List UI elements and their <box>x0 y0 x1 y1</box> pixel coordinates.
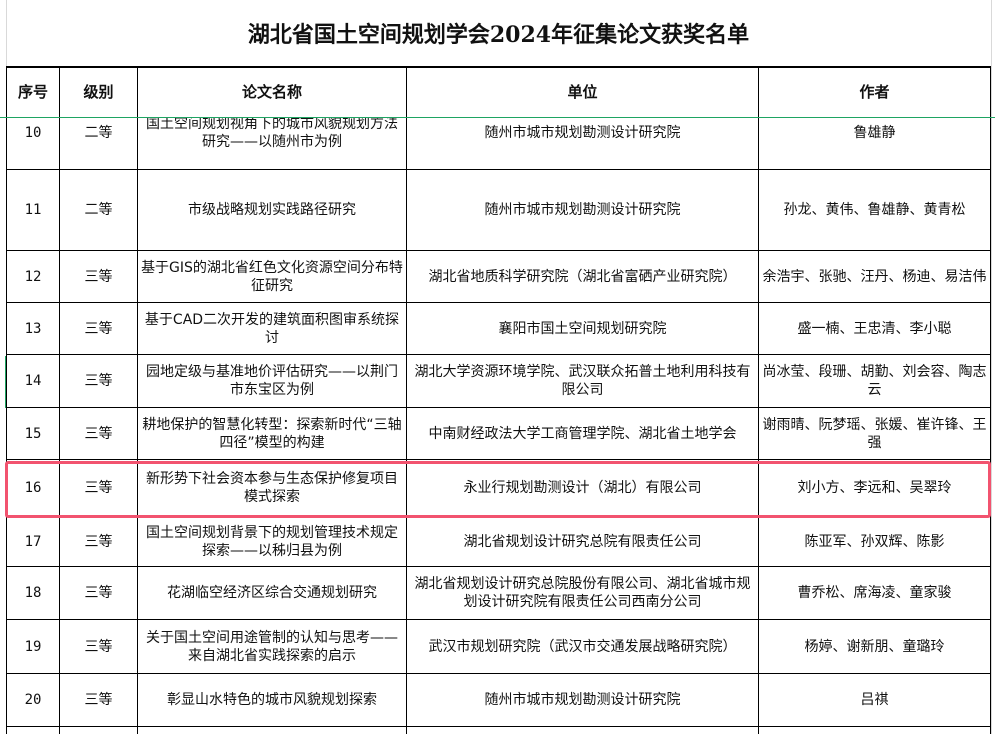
empty-cell[interactable] <box>6 727 60 734</box>
cell-unit[interactable]: 随州市城市规划勘测设计研究院 <box>407 170 759 250</box>
header-paper[interactable]: 论文名称 <box>138 66 407 117</box>
sheet-title: 湖北省国土空间规划学会2024年征集论文获奖名单 <box>6 0 991 68</box>
cell-unit[interactable]: 随州市城市规划勘测设计研究院 <box>407 674 759 726</box>
cell-level[interactable]: 三等 <box>60 303 138 354</box>
gridline <box>991 0 995 734</box>
cell-paper[interactable]: 彰显山水特色的城市风貌规划探索 <box>138 674 407 726</box>
table-row: 19 三等 关于国土空间用途管制的认知与思考——来自湖北省实践探索的启示 武汉市规划研… <box>6 620 991 674</box>
cell-paper[interactable]: 关于国土空间用途管制的认知与思考——来自湖北省实践探索的启示 <box>138 620 407 673</box>
cell-unit[interactable]: 武汉市规划研究院（武汉市交通发展战略研究院） <box>407 620 759 673</box>
cell-author[interactable]: 陈亚军、孙双辉、陈影 <box>759 517 991 566</box>
cell-author[interactable]: 曹乔松、席海凌、童家骏 <box>759 567 991 619</box>
cell-level[interactable]: 三等 <box>60 674 138 726</box>
cell-level[interactable]: 二等 <box>60 117 138 169</box>
cell-level[interactable]: 三等 <box>60 408 138 459</box>
header-level[interactable]: 级别 <box>60 66 138 117</box>
cell-unit[interactable]: 湖北省规划设计研究总院股份有限公司、湖北省城市规划设计研究院有限责任公司西南分公… <box>407 567 759 619</box>
cell-unit[interactable]: 湖北省地质科学研究院（湖北省富硒产业研究院） <box>407 251 759 302</box>
cell-no[interactable]: 16 <box>6 460 60 516</box>
header-unit[interactable]: 单位 <box>407 66 759 117</box>
header-no[interactable]: 序号 <box>6 66 60 117</box>
table-body: 10 二等 国土空间规划视角下的城市风貌规划方法研究——以随州市为例 随州市城市规划勘… <box>0 117 995 734</box>
empty-cell[interactable] <box>60 727 138 734</box>
cell-paper[interactable]: 园地定级与基准地价评估研究——以荆门市东宝区为例 <box>138 355 407 407</box>
cell-unit[interactable]: 中南财经政法大学工商管理学院、湖北省土地学会 <box>407 408 759 459</box>
cell-unit[interactable]: 永业行规划勘测设计（湖北）有限公司 <box>407 460 759 516</box>
cell-author[interactable]: 余浩宇、张驰、汪丹、杨迪、易洁伟 <box>759 251 991 302</box>
cell-no[interactable]: 14 <box>6 355 60 407</box>
empty-cell[interactable] <box>759 727 991 734</box>
cell-no[interactable]: 10 <box>6 117 60 169</box>
table-row: 15 三等 耕地保护的智慧化转型：探索新时代“三轴四径”模型的构建 中南财经政法大学工… <box>6 408 991 460</box>
cell-level[interactable]: 三等 <box>60 251 138 302</box>
cell-level[interactable]: 三等 <box>60 517 138 566</box>
table-row <box>6 727 991 734</box>
cell-level[interactable]: 二等 <box>60 170 138 250</box>
cell-paper[interactable]: 基于CAD二次开发的建筑面积图审系统探讨 <box>138 303 407 354</box>
cell-author[interactable]: 刘小方、李远和、吴翠玲 <box>759 460 991 516</box>
cell-level[interactable]: 三等 <box>60 620 138 673</box>
cell-no[interactable]: 12 <box>6 251 60 302</box>
cell-unit[interactable]: 襄阳市国土空间规划研究院 <box>407 303 759 354</box>
table-row: 16 三等 新形势下社会资本参与生态保护修复项目模式探索 永业行规划勘测设计（湖北）有… <box>6 460 991 517</box>
header-row: 序号 级别 论文名称 单位 作者 <box>6 66 991 118</box>
cell-author[interactable]: 盛一楠、王忠清、李小聪 <box>759 303 991 354</box>
cell-author[interactable]: 吕祺 <box>759 674 991 726</box>
table-row: 14 三等 园地定级与基准地价评估研究——以荆门市东宝区为例 湖北大学资源环境学院、武… <box>6 355 991 408</box>
cell-no[interactable]: 11 <box>6 170 60 250</box>
table-row: 13 三等 基于CAD二次开发的建筑面积图审系统探讨 襄阳市国土空间规划研究院 盛一楠、… <box>6 303 991 355</box>
cell-author[interactable]: 尚冰莹、段珊、胡勤、刘会容、陶志云 <box>759 355 991 407</box>
cell-no[interactable]: 15 <box>6 408 60 459</box>
empty-cell[interactable] <box>138 727 407 734</box>
cell-no[interactable]: 13 <box>6 303 60 354</box>
table-row: 12 三等 基于GIS的湖北省红色文化资源空间分布特征研究 湖北省地质科学研究院（湖北… <box>6 251 991 303</box>
table-row: 10 二等 国土空间规划视角下的城市风貌规划方法研究——以随州市为例 随州市城市规划勘… <box>6 117 991 170</box>
table-row: 20 三等 彰显山水特色的城市风貌规划探索 随州市城市规划勘测设计研究院 吕祺 <box>6 674 991 727</box>
cell-author[interactable]: 鲁雄静 <box>759 117 991 169</box>
table-row: 11 二等 市级战略规划实践路径研究 随州市城市规划勘测设计研究院 孙龙、黄伟、鲁雄静、… <box>6 170 991 251</box>
freeze-pane-line <box>0 117 995 118</box>
cell-paper[interactable]: 国土空间规划视角下的城市风貌规划方法研究——以随州市为例 <box>138 117 407 169</box>
cell-paper[interactable]: 市级战略规划实践路径研究 <box>138 170 407 250</box>
header-author[interactable]: 作者 <box>759 66 991 117</box>
cell-paper[interactable]: 基于GIS的湖北省红色文化资源空间分布特征研究 <box>138 251 407 302</box>
cell-level[interactable]: 三等 <box>60 460 138 516</box>
cell-paper[interactable]: 耕地保护的智慧化转型：探索新时代“三轴四径”模型的构建 <box>138 408 407 459</box>
cell-no[interactable]: 18 <box>6 567 60 619</box>
empty-cell[interactable] <box>407 727 759 734</box>
cell-no[interactable]: 19 <box>6 620 60 673</box>
table-row: 17 三等 国土空间规划背景下的规划管理技术规定探索——以秭归县为例 湖北省规划设计研… <box>6 517 991 567</box>
cell-paper[interactable]: 国土空间规划背景下的规划管理技术规定探索——以秭归县为例 <box>138 517 407 566</box>
cell-unit[interactable]: 湖北大学资源环境学院、武汉联众拓普土地利用科技有限公司 <box>407 355 759 407</box>
cell-level[interactable]: 三等 <box>60 567 138 619</box>
selection-edge <box>5 356 6 408</box>
cell-unit[interactable]: 随州市城市规划勘测设计研究院 <box>407 117 759 169</box>
table-row: 18 三等 花湖临空经济区综合交通规划研究 湖北省规划设计研究总院股份有限公司、湖北省… <box>6 567 991 620</box>
cell-no[interactable]: 17 <box>6 517 60 566</box>
cell-paper[interactable]: 新形势下社会资本参与生态保护修复项目模式探索 <box>138 460 407 516</box>
cell-author[interactable]: 孙龙、黄伟、鲁雄静、黄青松 <box>759 170 991 250</box>
cell-paper[interactable]: 花湖临空经济区综合交通规划研究 <box>138 567 407 619</box>
cell-author[interactable]: 谢雨晴、阮梦瑶、张媛、崔许锋、王强 <box>759 408 991 459</box>
cell-no[interactable]: 20 <box>6 674 60 726</box>
cell-author[interactable]: 杨婷、谢新朋、童璐玲 <box>759 620 991 673</box>
cell-level[interactable]: 三等 <box>60 355 138 407</box>
cell-unit[interactable]: 湖北省规划设计研究总院有限责任公司 <box>407 517 759 566</box>
